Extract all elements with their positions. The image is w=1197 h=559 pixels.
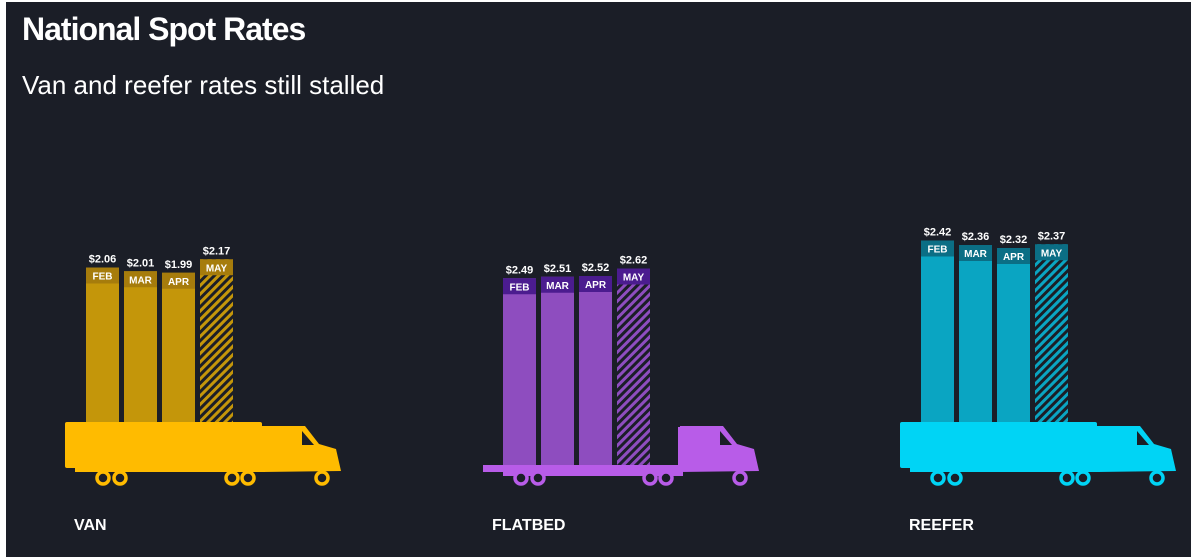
month-box [200, 259, 233, 276]
truck-wheel [314, 470, 330, 486]
page-subtitle: Van and reefer rates still stalled [22, 70, 384, 100]
truck-wheel [513, 470, 529, 486]
bar [1035, 244, 1068, 422]
month-box [1035, 244, 1068, 261]
chart-label: VAN [74, 517, 107, 534]
bar [921, 240, 954, 422]
truck-window [720, 431, 732, 445]
truck-wheel [1059, 470, 1075, 486]
bar [541, 276, 574, 465]
truck-chassis [910, 466, 1100, 472]
month-box [997, 248, 1030, 264]
bar [617, 268, 650, 465]
month-label: MAR [129, 275, 153, 286]
month-box [921, 240, 954, 257]
value-label: $2.32 [1000, 234, 1028, 246]
month-label: APR [1003, 252, 1025, 263]
bar [503, 278, 536, 465]
truck-wheel [732, 470, 748, 486]
month-label: FEB [928, 245, 948, 256]
chart-label: FLATBED [492, 517, 565, 534]
value-label: $2.17 [203, 245, 231, 257]
month-box [579, 276, 612, 292]
value-label: $1.99 [165, 259, 193, 271]
truck-wheel [112, 470, 128, 486]
truck-wheel [930, 470, 946, 486]
truck-wheel [240, 470, 256, 486]
month-label: MAY [1041, 248, 1063, 259]
month-box [617, 268, 650, 285]
page-title: National Spot Rates [22, 11, 305, 47]
value-label: $2.49 [506, 264, 534, 276]
month-box [959, 245, 992, 261]
truck-wheel [530, 470, 546, 486]
truck-cab [1097, 426, 1176, 472]
month-box [503, 278, 536, 295]
truck-window [302, 431, 314, 445]
value-label: $2.36 [962, 231, 990, 243]
month-label: APR [168, 277, 190, 288]
value-label: $2.52 [582, 262, 610, 274]
month-label: MAY [623, 273, 645, 284]
truck-chassis [503, 471, 683, 476]
truck-wheel [95, 470, 111, 486]
month-label: MAR [964, 249, 988, 260]
truck-wheel [224, 470, 240, 486]
month-label: FEB [93, 272, 113, 283]
truck-window [1137, 431, 1149, 445]
truck-wheel [658, 470, 674, 486]
month-label: APR [585, 280, 607, 291]
value-label: $2.01 [127, 257, 155, 269]
value-label: $2.42 [924, 227, 952, 239]
month-label: FEB [510, 282, 530, 293]
truck-cab [680, 426, 759, 472]
truck-cab [262, 426, 341, 472]
chart-label: REEFER [909, 517, 974, 534]
bar [124, 271, 157, 422]
truck-deck [483, 465, 683, 472]
month-box [541, 276, 574, 293]
month-box [86, 267, 119, 284]
value-label: $2.51 [544, 263, 572, 275]
bar [86, 267, 119, 422]
bar [200, 259, 233, 422]
value-label: $2.62 [620, 255, 648, 267]
truck-wheel [1075, 470, 1091, 486]
truck-trailer [900, 422, 1097, 468]
bar [959, 245, 992, 422]
truck-chassis [75, 466, 265, 472]
bar [579, 276, 612, 465]
truck-wheel [947, 470, 963, 486]
month-box [162, 272, 195, 289]
truck-wheel [642, 470, 658, 486]
month-label: MAR [546, 281, 570, 292]
value-label: $2.06 [89, 254, 117, 266]
bar [162, 272, 195, 422]
truck-wheel [1149, 470, 1165, 486]
month-label: MAY [206, 263, 228, 274]
value-label: $2.37 [1038, 230, 1066, 242]
month-box [124, 271, 157, 288]
bar [997, 248, 1030, 422]
truck-trailer [65, 422, 262, 468]
